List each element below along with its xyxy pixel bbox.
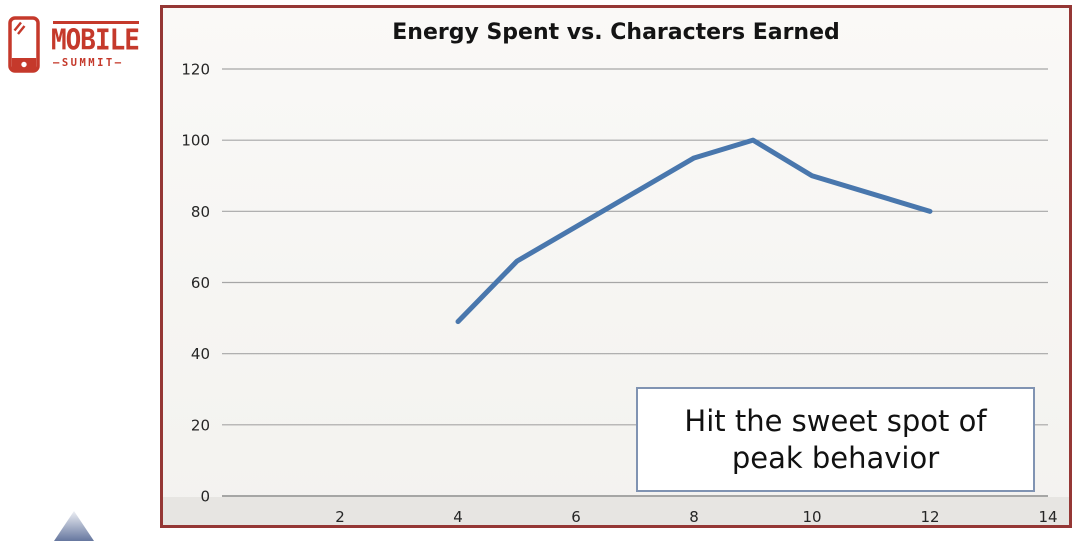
callout-text: Hit the sweet spot of peak behavior	[684, 404, 987, 475]
y-tick-label: 120	[181, 61, 210, 79]
energy-line	[455, 137, 933, 325]
callout-box: Hit the sweet spot of peak behavior	[636, 387, 1035, 492]
x-tick-label: 12	[920, 508, 939, 525]
x-tick-label: 10	[802, 508, 821, 525]
y-tick-label: 80	[191, 203, 210, 221]
y-tick-label: 20	[191, 416, 210, 434]
x-tick-label: 2	[335, 508, 345, 525]
y-tick-label: 40	[191, 345, 210, 363]
y-tick-label: 0	[200, 488, 210, 506]
logo-subtitle: —SUMMIT—	[53, 57, 124, 70]
x-tick-label: 6	[571, 508, 581, 525]
phone-icon	[8, 16, 40, 73]
logo-rule	[53, 21, 139, 24]
triangle-decoration	[54, 511, 94, 541]
chart-title: Energy Spent vs. Characters Earned	[392, 20, 840, 45]
chart: Energy Spent vs. Characters Earned 0 20 40…	[160, 5, 1072, 528]
axis-band	[163, 497, 1069, 525]
y-tick-label: 60	[191, 274, 210, 292]
logo-text: MOBILE —SUMMIT—	[51, 16, 140, 73]
x-tick-label: 8	[689, 508, 699, 525]
x-tick-label: 14	[1038, 508, 1057, 525]
x-tick-label: 4	[453, 508, 463, 525]
mobile-summit-logo: MOBILE —SUMMIT—	[8, 16, 140, 73]
logo-title: MOBILE	[51, 24, 140, 58]
y-tick-label: 100	[181, 132, 210, 150]
